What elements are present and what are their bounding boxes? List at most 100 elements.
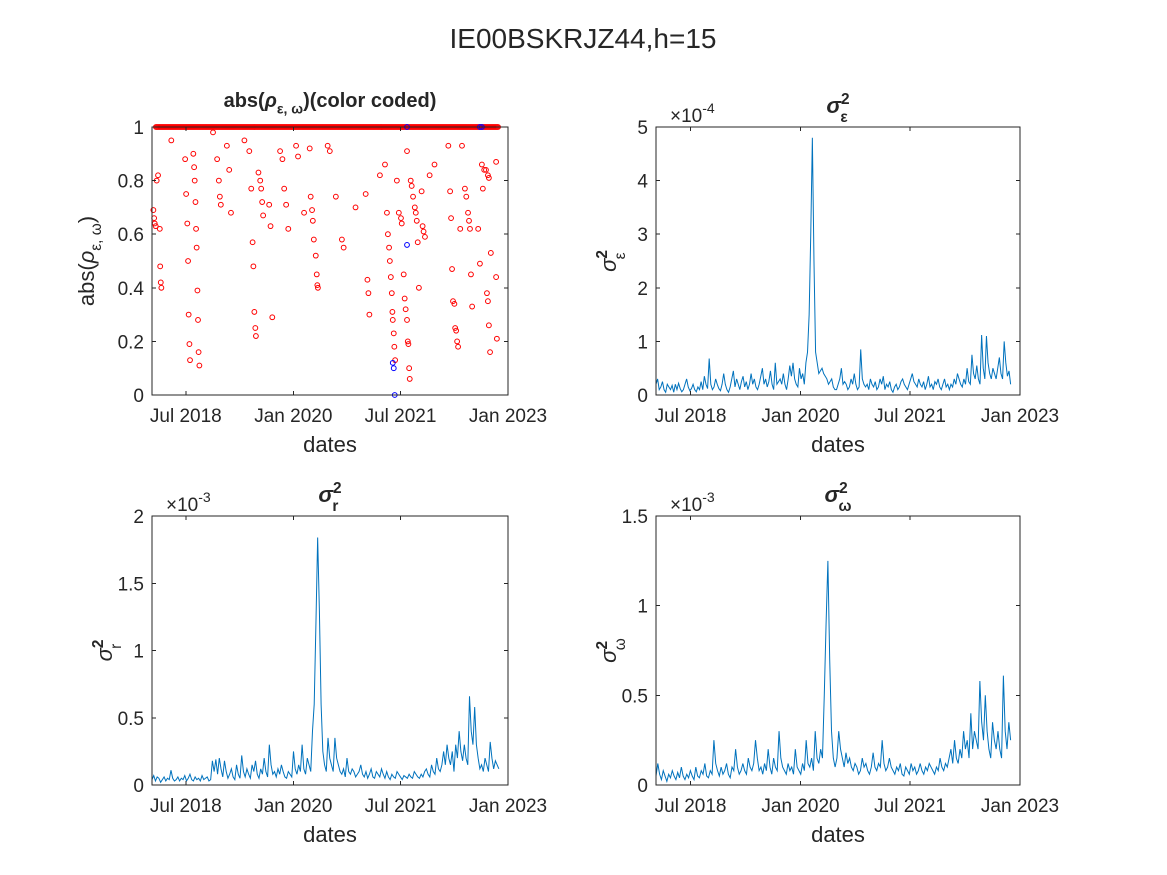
scatter-point: [384, 209, 390, 216]
scatter-point: [281, 185, 288, 192]
panel-sigma-r-title-sub: r: [332, 498, 338, 515]
x-tick-label: Jul 2021: [365, 796, 437, 817]
scatter-point: [408, 183, 415, 189]
scatter-point: [186, 341, 193, 347]
y-tick-label: 2: [133, 507, 144, 528]
scatter-point: [156, 225, 163, 232]
scatter-point: [352, 204, 359, 211]
axis-exponent-power: -4: [702, 100, 715, 116]
panel-rho-title-pre: abs(: [224, 90, 265, 112]
scatter-point: [455, 343, 461, 350]
y-tick-label: 3: [637, 225, 648, 246]
panel-sigma-eps-y-axis-label-sup: 2: [594, 250, 611, 259]
scatter-point: [400, 271, 407, 278]
y-tick-label: 2: [637, 279, 648, 300]
panel-sigma-r-title: σ2 r: [318, 480, 341, 515]
panel-sigma-eps-title-sup: 2: [841, 91, 850, 108]
scatter-point: [479, 185, 486, 192]
scatter-point: [416, 284, 422, 291]
y-tick-label: 4: [637, 172, 648, 193]
panel-sigma-omega: 0 0.5 1 1.5 Jul 2018 Jan 2020 Jul 2021 Jan 2023…: [594, 480, 1059, 847]
scatter-point: [310, 236, 317, 243]
x-axis-label: dates: [811, 432, 865, 457]
panel-sigma-omega-title-sup: 2: [839, 480, 848, 497]
scatter-point: [406, 376, 413, 382]
panel-sigma-eps-y-axis-label: σ2ε: [594, 250, 629, 272]
scatter-point: [398, 220, 405, 227]
scatter-point: [283, 201, 290, 208]
panel-sigma-eps-title: σ2 ε: [826, 91, 849, 126]
axis-exponent-base: ×10: [670, 106, 702, 127]
panel-sigma-eps-title-sub: ε: [840, 109, 848, 126]
panel-sigma-omega-title: σ2 ω: [825, 480, 852, 515]
scatter-point: [168, 137, 175, 144]
panel-sigma-r-title-symbol: σ: [318, 482, 334, 507]
scatter-point: [465, 209, 471, 216]
scatter-point: [193, 225, 199, 232]
panel-sigma-r-axes-box: [151, 515, 509, 786]
scatter-point: [431, 161, 438, 168]
scatter-point: [410, 193, 416, 200]
panel-rho-y-axis-label-sub: ε, ω: [88, 223, 105, 250]
scatter-point: [255, 169, 262, 176]
x-tick-label: Jan 2023: [469, 406, 547, 427]
axis-exponent-base: ×10: [166, 495, 198, 516]
scatter-point: [451, 300, 458, 307]
scatter-point: [326, 148, 333, 155]
x-tick-label: Jul 2018: [655, 406, 727, 427]
scatter-point: [393, 177, 400, 184]
panel-rho-y-axis-label-post: ): [74, 216, 99, 223]
scatter-point: [157, 279, 164, 286]
scatter-point: [190, 150, 197, 157]
scatter-point-low: [389, 359, 396, 366]
scatter-point: [452, 325, 459, 331]
y-tick-label: 1: [133, 642, 144, 663]
scatter-point: [266, 201, 273, 208]
scatter-point-low: [404, 242, 410, 248]
panel-sigma-r: 0 0.5 1 1.5 2 Jul 2018 Jan 2020 Jul 2021 Jan 202…: [90, 480, 547, 847]
scatter-point: [484, 290, 490, 297]
scatter-point: [407, 177, 414, 184]
scatter-point: [453, 327, 460, 334]
scatter-point: [195, 317, 201, 323]
scatter-point: [226, 166, 233, 173]
y-tick-label: 1: [637, 332, 648, 353]
scatter-point: [313, 271, 320, 278]
y-tick-label: 1: [637, 597, 648, 618]
scatter-point: [150, 207, 157, 213]
scatter-point: [306, 145, 313, 152]
y-tick-label: 0: [637, 776, 648, 797]
x-axis-label: dates: [303, 432, 357, 457]
scatter-point: [191, 164, 198, 171]
scatter-point: [391, 343, 398, 350]
x-tick-label: Jul 2018: [655, 796, 727, 817]
scatter-point: [398, 215, 404, 222]
axis-exponent: ×10-4: [670, 100, 715, 127]
scatter-point: [324, 142, 331, 149]
x-tick-label: Jul 2021: [874, 796, 946, 817]
scatter-point: [411, 204, 418, 211]
y-tick-label: 1.5: [118, 574, 144, 595]
scatter-point: [386, 244, 392, 251]
scatter-point: [445, 142, 452, 149]
scatter-point: [315, 284, 321, 291]
scatter-point: [487, 349, 493, 356]
scatter-point: [279, 156, 286, 163]
x-tick-label: Jan 2020: [761, 796, 839, 817]
scatter-point: [487, 250, 494, 256]
x-tick-label: Jul 2018: [150, 796, 222, 817]
scatter-point: [340, 244, 347, 251]
y-tick-label: 5: [637, 118, 648, 139]
scatter-point: [246, 148, 253, 155]
scatter-point: [481, 166, 488, 173]
scatter-point: [259, 199, 266, 205]
panel-rho-y-axis-label-symbol: ρ: [74, 251, 99, 265]
scatter-point: [155, 172, 161, 179]
scatter-point: [414, 239, 421, 246]
panel-sigma-r-series-line: [151, 537, 500, 784]
scatter-point: [196, 362, 203, 369]
scatter-point: [412, 209, 419, 216]
scatter-point: [485, 298, 491, 305]
panel-sigma-omega-series-line: [655, 560, 1012, 784]
